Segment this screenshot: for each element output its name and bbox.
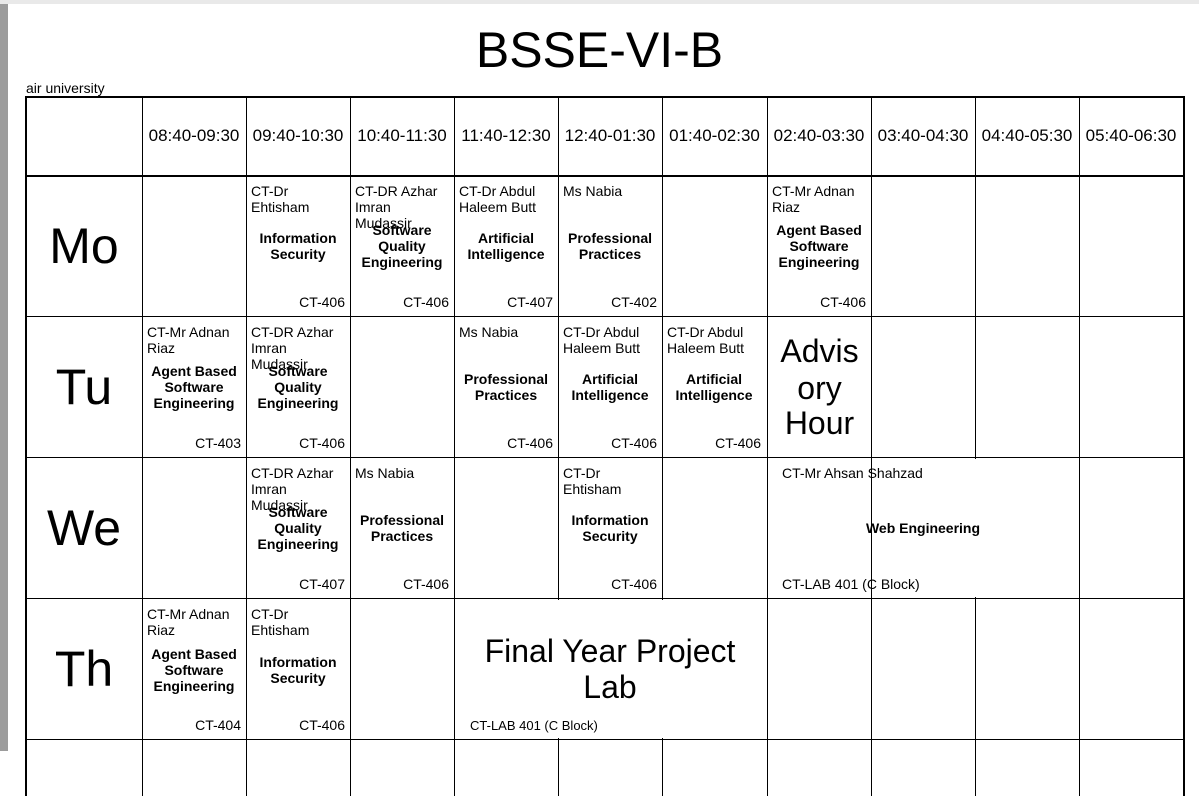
class-room: CT-LAB 401 (C Block) [470,718,598,733]
class-subject: Professional Practices [463,371,549,403]
grid-col-line [246,96,247,796]
class-room: CT-LAB 401 (C Block) [782,576,920,592]
class-room: CT-406 [299,717,345,733]
class-teacher: CT-Mr Ahsan Shahzad [782,465,923,481]
timetable-grid [25,96,1185,796]
day-label-th: Th [54,641,114,697]
merged-cell-web-engineering [872,459,1078,597]
time-header: 10:40-11:30 [357,126,447,145]
day-label-we: We [46,500,122,556]
time-header: 01:40-02:30 [669,126,760,145]
class-teacher: CT-DR Azhar Imran Mudassir [251,324,334,372]
time-header: 05:40-06:30 [1085,126,1177,145]
class-subject: Information Security [259,230,337,262]
class-teacher: CT-DR Azhar Imran Mudassir [251,465,334,513]
time-header: 04:40-05:30 [981,126,1073,145]
class-subject: Artificial Intelligence [571,371,649,403]
grid-col-line [558,96,559,796]
grid-row-line [25,457,1185,458]
class-subject: Software Quality Engineering [257,363,339,411]
time-header: 08:40-09:30 [148,126,240,145]
class-teacher: CT-Dr Ehtisham [251,183,310,215]
merged-cell-fyp-lab [455,600,766,738]
class-room: CT-406 [507,435,553,451]
day-label-tu: Tu [55,359,113,415]
class-subject: Professional Practices [567,230,653,262]
class-subject: Artificial Intelligence [467,230,545,262]
fyp-lab-title: Final Year Project Lab [484,633,736,705]
class-teacher: CT-DR Azhar Imran Mudassir [355,183,438,231]
class-subject: Information Security [259,654,337,686]
class-teacher: CT-Mr Adnan Riaz [147,324,230,356]
day-label-mo: Mo [49,218,119,274]
class-subject: Artificial Intelligence [675,371,753,403]
class-teacher: CT-Dr Abdul Haleem Butt [563,324,641,356]
window-top-border [0,0,1199,4]
grid-col-line [975,96,976,796]
grid-col-line [871,96,872,796]
class-teacher: CT-Mr Adnan Riaz [147,606,230,638]
advisory-hour-line: ory [797,370,842,406]
grid-col-line [142,96,143,796]
class-teacher: CT-Mr Adnan Riaz [772,183,855,215]
advisory-hour-line: Hour [784,405,855,441]
class-room: CT-406 [611,435,657,451]
class-room: CT-406 [299,294,345,310]
grid-col-line [662,96,663,796]
class-subject: Web Engineering [865,520,981,536]
page-title: BSSE-VI-B [475,22,724,78]
class-room: CT-406 [611,576,657,592]
class-teacher: CT-Dr Ehtisham [563,465,622,497]
grid-row-line [25,175,1185,177]
class-subject: Information Security [571,512,649,544]
class-room: CT-406 [820,294,866,310]
class-teacher: Ms Nabia [355,465,415,481]
time-header: 09:40-10:30 [252,126,344,145]
time-header: 03:40-04:30 [877,126,969,145]
class-teacher: Ms Nabia [459,324,519,340]
class-teacher: CT-Dr Abdul Haleem Butt [459,183,537,215]
class-room: CT-407 [299,576,345,592]
class-subject: Agent Based Software Engineering [776,222,862,270]
advisory-hour-line: Advis [780,333,859,369]
class-room: CT-406 [715,435,761,451]
time-header: 02:40-03:30 [773,126,865,145]
window-left-border [0,4,8,751]
class-room: CT-404 [195,717,241,733]
grid-row-line [25,739,1185,740]
grid-row-line [25,316,1185,317]
class-room: CT-407 [507,294,553,310]
grid-col-line [1079,96,1080,796]
class-subject: Professional Practices [359,512,445,544]
grid-col-line [1183,96,1185,796]
grid-col-line [350,96,351,796]
class-room: CT-406 [299,435,345,451]
class-room: CT-403 [195,435,241,451]
grid-row-line [25,598,1185,599]
class-subject: Software Quality Engineering [257,504,339,552]
class-subject: Agent Based Software Engineering [151,646,237,694]
time-header: 12:40-01:30 [564,126,656,145]
class-room: CT-406 [403,294,449,310]
class-teacher: CT-Dr Ehtisham [251,606,310,638]
class-subject: Agent Based Software Engineering [151,363,237,411]
time-header: 11:40-12:30 [461,126,551,145]
class-room: CT-402 [611,294,657,310]
class-teacher: CT-Dr Abdul Haleem Butt [667,324,745,356]
class-subject: Software Quality Engineering [361,222,443,270]
grid-col-line [454,96,455,796]
class-room: CT-406 [403,576,449,592]
org-name: air university [26,80,105,96]
grid-col-line [767,96,768,796]
class-teacher: Ms Nabia [563,183,623,199]
